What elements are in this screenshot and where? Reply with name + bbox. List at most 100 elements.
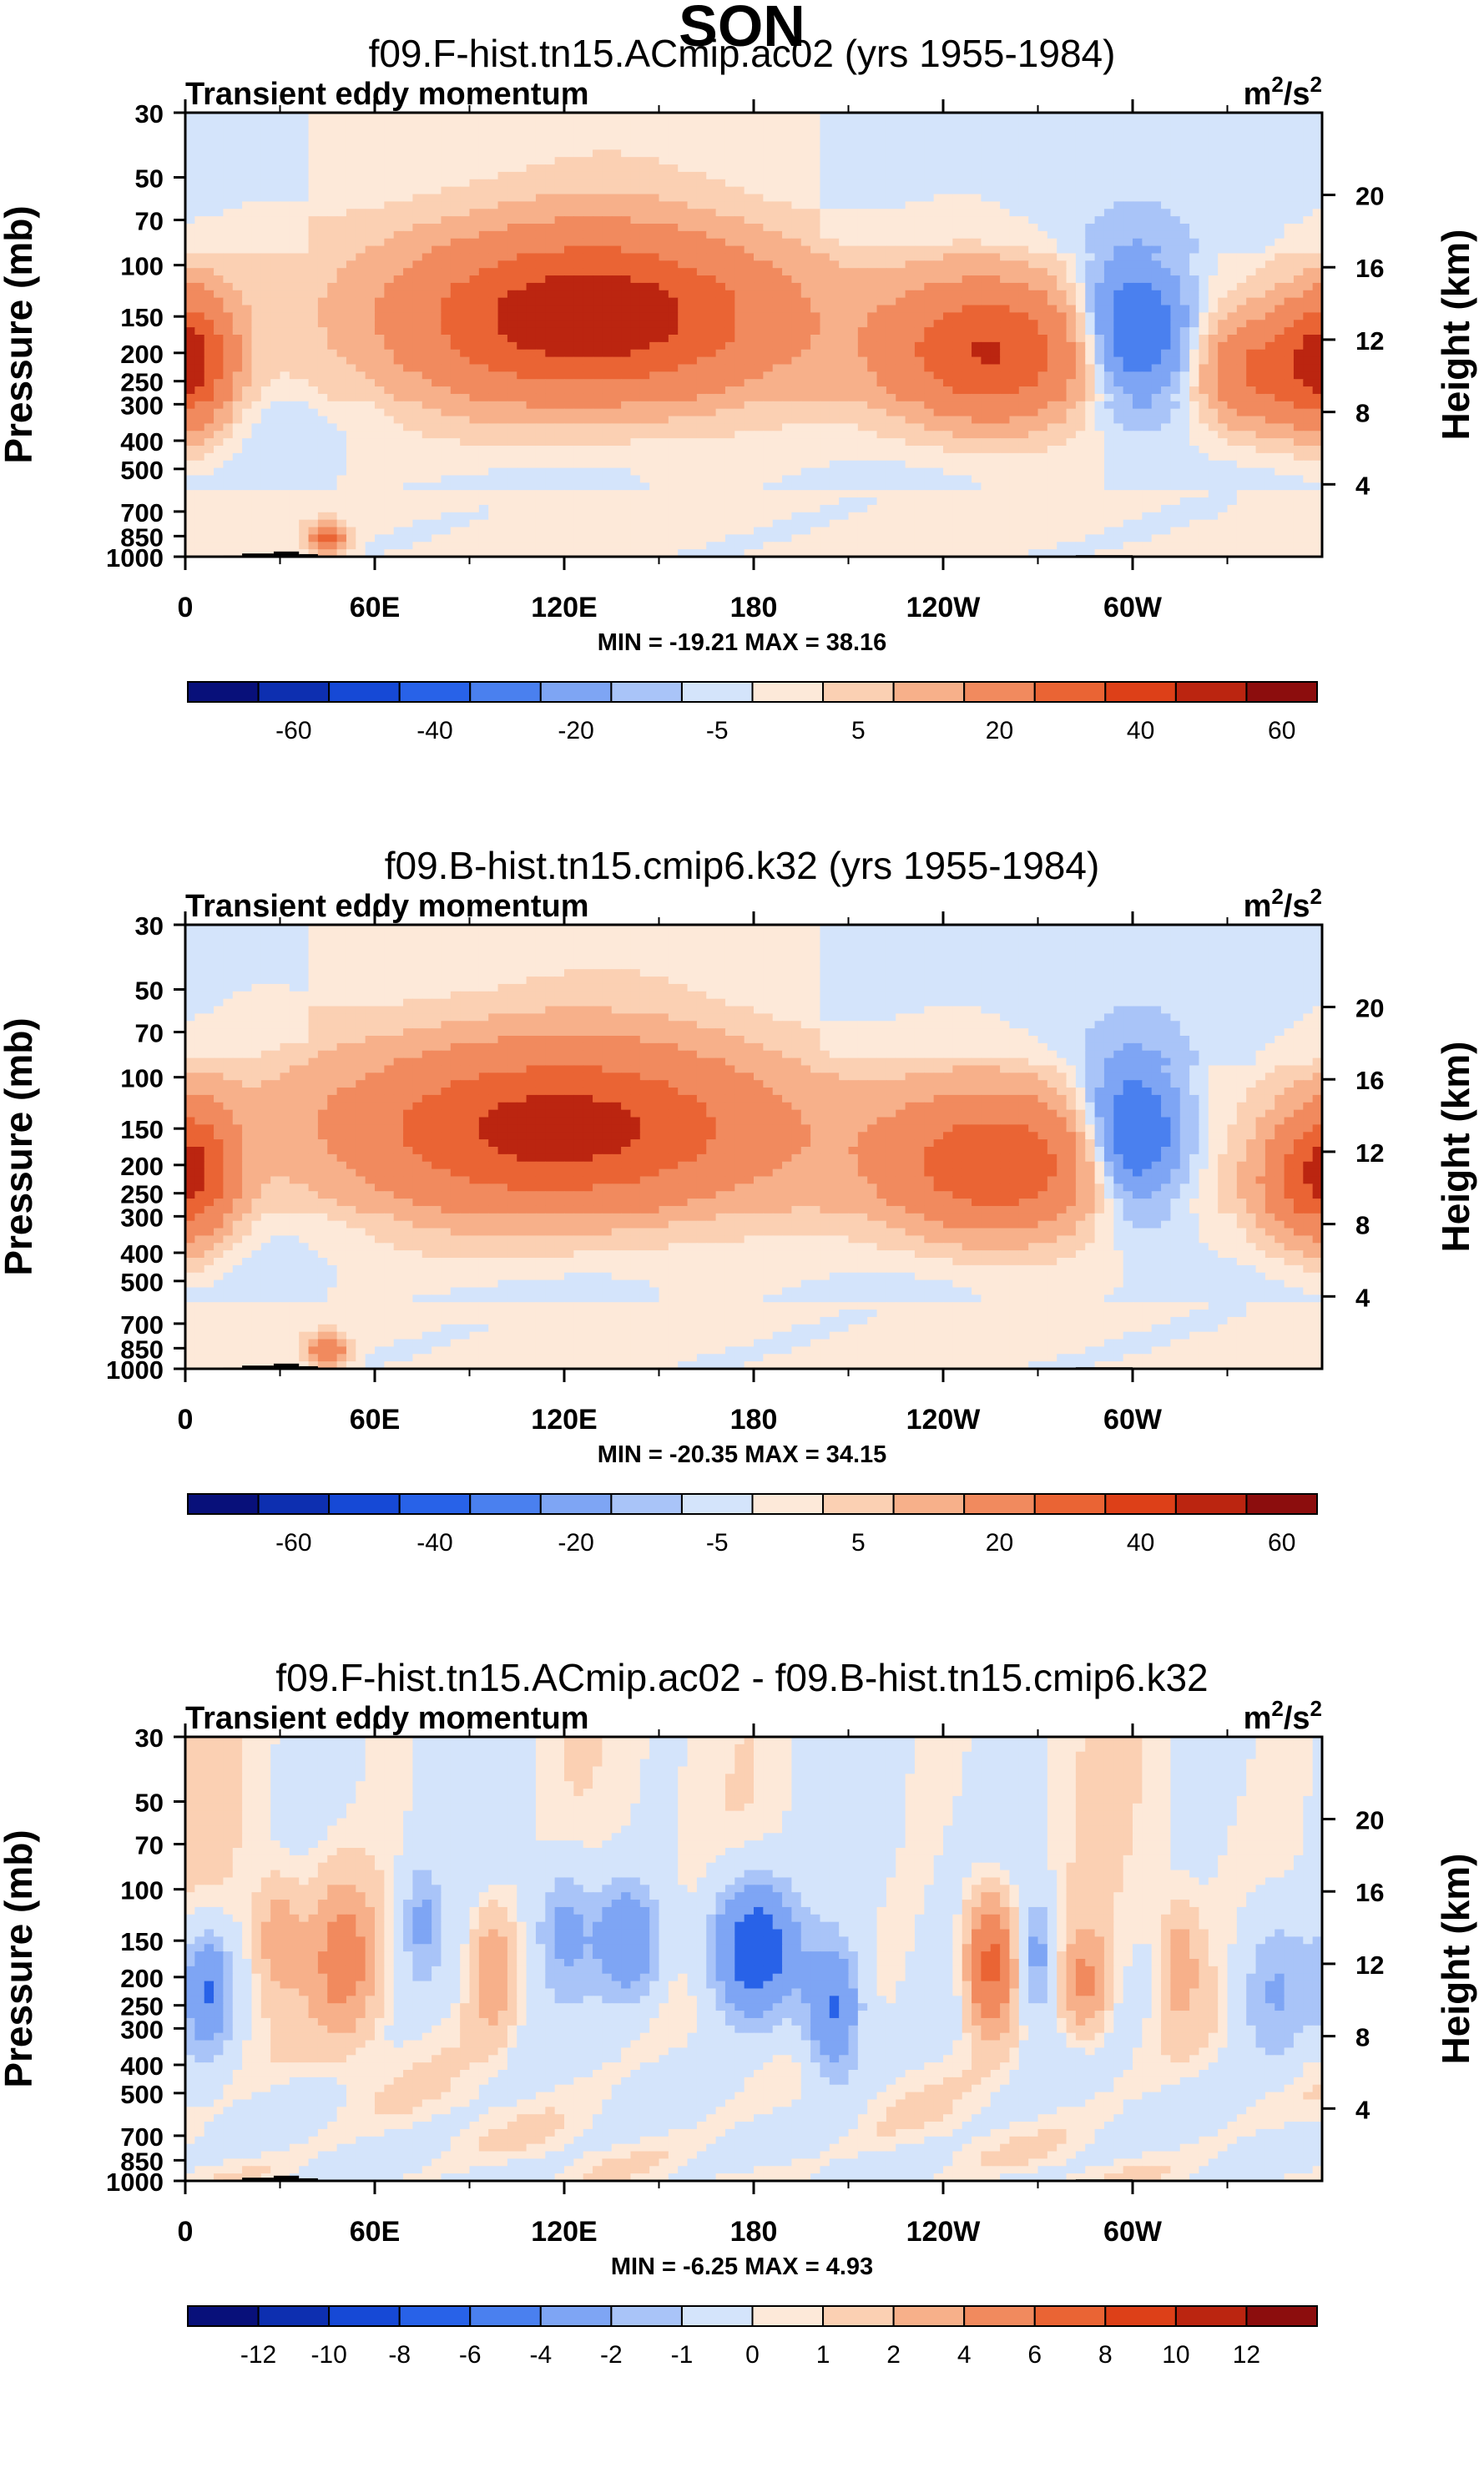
contour-cell [1275, 179, 1285, 188]
contour-cell [1151, 275, 1162, 284]
contour-cell [972, 290, 982, 299]
figure-title: SON [679, 0, 805, 58]
contour-cell [289, 127, 300, 136]
contour-cell [1218, 230, 1229, 240]
contour-cell [432, 134, 442, 144]
contour-cell [214, 230, 224, 240]
contour-cell [782, 268, 792, 276]
contour-cell [393, 142, 404, 150]
contour-cell [791, 393, 802, 402]
contour-cell [696, 297, 707, 306]
contour-cell [1312, 127, 1322, 136]
contour-cell [791, 364, 802, 372]
contour-cell [952, 327, 963, 336]
contour-cell [242, 341, 253, 351]
contour-cell [1284, 312, 1295, 320]
contour-cell [1303, 127, 1314, 136]
contour-cell [270, 253, 281, 261]
contour-cell [724, 209, 735, 217]
contour-cell [1284, 290, 1295, 299]
contour-cell [744, 408, 755, 417]
contour-cell [924, 245, 935, 255]
contour-cell [914, 127, 925, 136]
contour-cell [535, 297, 546, 306]
contour-cell [1047, 186, 1057, 195]
contour-cell [194, 416, 205, 424]
contour-cell [1264, 157, 1275, 165]
contour-cell [1161, 297, 1171, 306]
contour-cell [270, 127, 281, 136]
contour-cell [943, 224, 953, 232]
contour-cell [573, 157, 584, 165]
contour-cell [962, 230, 972, 240]
contour-cell [1218, 282, 1229, 291]
contour-cell [1000, 320, 1011, 328]
contour-cell [810, 224, 821, 232]
contour-cell [1189, 401, 1200, 410]
contour-cell [1000, 371, 1011, 380]
contour-cell [649, 238, 660, 247]
contour-cell [839, 157, 850, 165]
contour-cell [1057, 127, 1068, 136]
contour-cell [696, 134, 707, 144]
contour-cell [554, 393, 565, 402]
contour-cell [649, 149, 660, 158]
contour-cell [393, 393, 404, 402]
contour-cell [772, 224, 783, 232]
contour-cell [744, 305, 755, 313]
contour-cell [1161, 349, 1171, 358]
contour-cell [1000, 113, 1011, 121]
contour-cell [583, 149, 593, 158]
contour-cell [346, 119, 356, 129]
contour-cell [952, 356, 963, 366]
contour-cell [403, 290, 413, 299]
contour-cell [810, 209, 821, 217]
contour-cell [1142, 127, 1153, 136]
contour-cell [639, 149, 650, 158]
contour-cell [412, 201, 423, 209]
contour-cell [554, 171, 565, 180]
contour-cell [554, 327, 565, 336]
contour-cell [706, 224, 717, 232]
contour-cell [384, 253, 395, 261]
contour-cell [214, 186, 224, 195]
contour-cell [280, 186, 290, 195]
contour-cell [497, 113, 508, 121]
contour-cell [839, 335, 850, 343]
contour-cell [857, 268, 868, 276]
contour-cell [507, 341, 517, 351]
contour-cell [867, 320, 878, 328]
contour-cell [1227, 164, 1238, 173]
contour-cell [507, 157, 517, 165]
contour-cell [1142, 290, 1153, 299]
contour-cell [1199, 224, 1209, 232]
contour-cell [867, 164, 878, 173]
contour-cell [1047, 320, 1057, 328]
contour-cell [185, 157, 195, 165]
contour-cell [356, 297, 366, 306]
contour-cell [876, 209, 887, 217]
contour-cell [242, 134, 253, 144]
contour-cell [1255, 216, 1266, 225]
contour-cell [573, 149, 584, 158]
contour-cell [1218, 253, 1229, 261]
contour-cell [981, 142, 992, 150]
contour-cell [924, 320, 935, 328]
contour-cell [886, 268, 896, 276]
contour-cell [744, 253, 755, 261]
contour-cell [497, 268, 508, 276]
contour-cell [611, 164, 622, 173]
contour-cell [214, 253, 224, 261]
contour-cell [791, 179, 802, 188]
contour-cell [1018, 297, 1029, 306]
contour-cell [1312, 393, 1322, 402]
contour-cell [1037, 305, 1048, 313]
contour-cell [1113, 245, 1124, 255]
contour-cell [1057, 157, 1068, 165]
contour-cell [488, 179, 499, 188]
contour-cell [1293, 224, 1304, 232]
contour-cell [251, 119, 262, 129]
contour-cell [488, 230, 499, 240]
contour-cell [791, 327, 802, 336]
contour-cell [839, 230, 850, 240]
